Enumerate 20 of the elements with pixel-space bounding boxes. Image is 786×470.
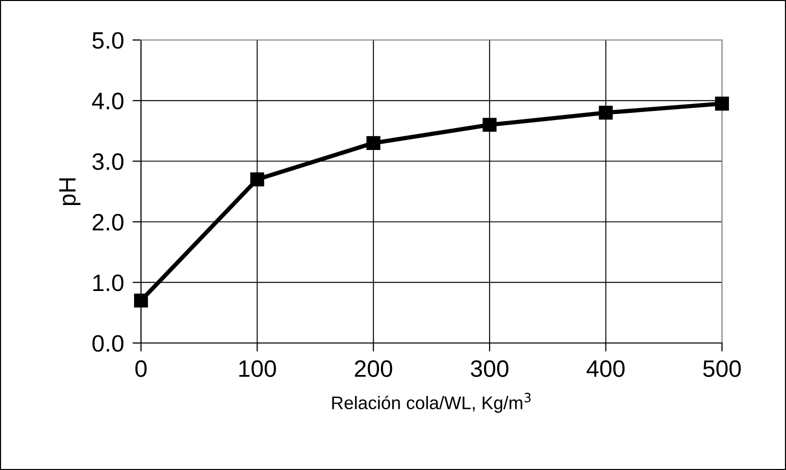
y-tick-label: 2.0 xyxy=(92,214,124,231)
point xyxy=(366,136,380,150)
y-tick-label: 3.0 xyxy=(92,153,124,170)
x-tick-label: 200 xyxy=(354,360,392,378)
point xyxy=(715,96,729,111)
x-tick-label: 300 xyxy=(470,360,508,378)
y-tick-label: 5.0 xyxy=(92,32,124,49)
x-tick-label: 100 xyxy=(239,360,276,378)
y-tick-label: 4.0 xyxy=(92,92,124,110)
x-tick-label: 500 xyxy=(703,360,741,378)
x-tick-label: 0 xyxy=(135,360,147,378)
point xyxy=(134,294,148,308)
y-tick-label: 0.0 xyxy=(92,335,124,352)
point xyxy=(598,106,613,120)
x-axis-title: Relación cola/WL, Kg/m$^{3}$ xyxy=(332,392,531,413)
point xyxy=(250,172,264,186)
y-axis-title: pH xyxy=(59,178,80,206)
y-tick-label: 1.0 xyxy=(93,274,124,292)
point xyxy=(482,118,497,132)
x-tick-label: 400 xyxy=(586,360,625,378)
